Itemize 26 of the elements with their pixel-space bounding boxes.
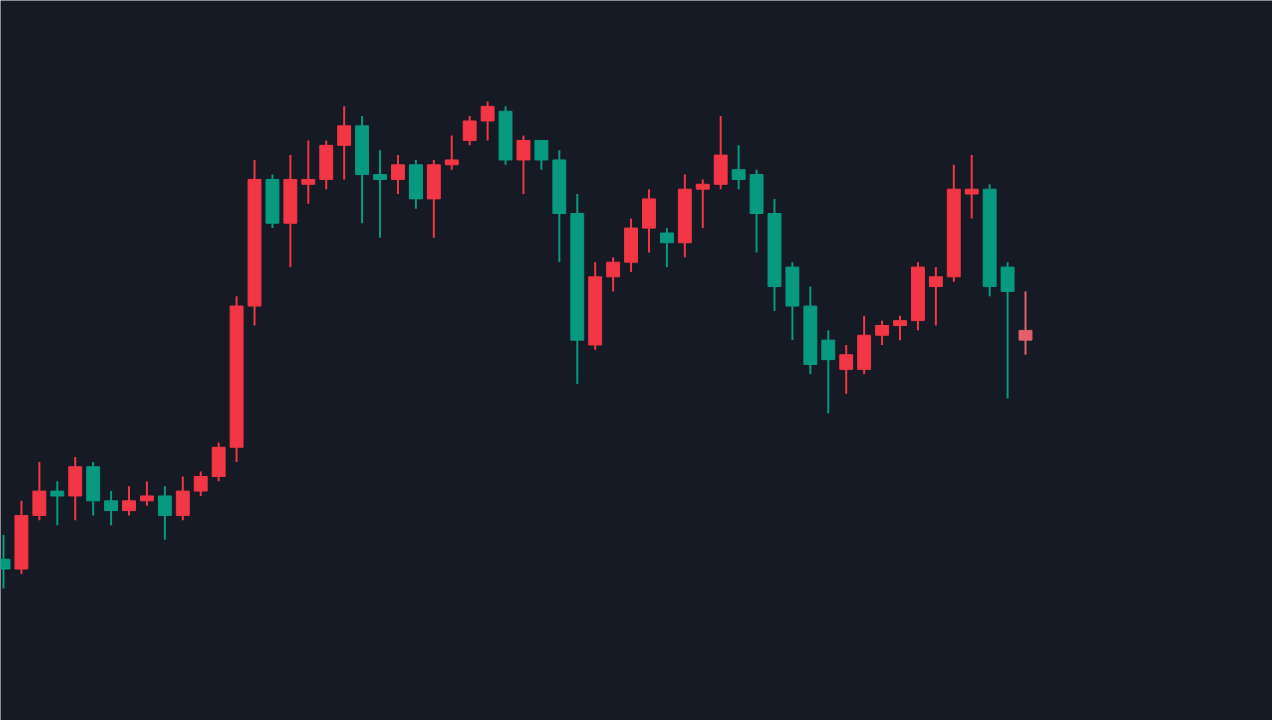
candlestick: [301, 139, 316, 205]
candlestick: [157, 485, 172, 541]
candlestick: [659, 227, 674, 269]
candlestick: [821, 329, 836, 415]
candlestick: [893, 314, 907, 342]
candlestick: [139, 480, 154, 507]
candlestick: [1018, 290, 1033, 356]
candlestick: [928, 266, 943, 327]
candlestick: [731, 144, 746, 191]
candlestick: [964, 154, 979, 220]
candlestick: [606, 256, 621, 293]
candlestick: [462, 115, 477, 147]
candlestick: [695, 178, 710, 230]
candlestick: [391, 154, 405, 196]
candlestick: [839, 344, 854, 395]
candlestick: [50, 480, 65, 527]
candlestick: [444, 134, 459, 171]
candlestick: [122, 485, 136, 517]
candlestick: [337, 105, 352, 181]
candlestick: [516, 134, 531, 196]
candlestick: [480, 100, 495, 142]
candlestick: [534, 139, 549, 171]
candlestick: [373, 149, 387, 239]
candlestick: [193, 470, 208, 497]
candlestick: [104, 490, 119, 527]
candlestick: [875, 319, 890, 346]
